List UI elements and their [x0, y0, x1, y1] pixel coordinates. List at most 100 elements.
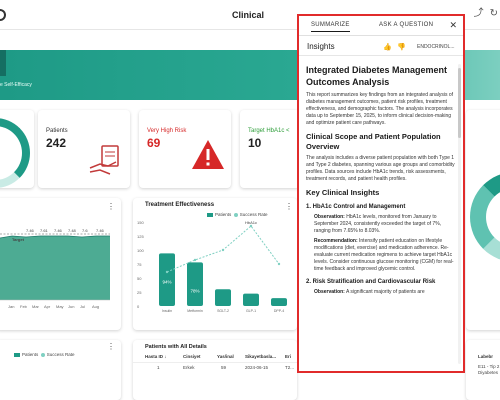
value-label: 7.61 — [40, 228, 48, 233]
legend-label: Patients — [215, 212, 232, 217]
medical-chart-icon — [86, 142, 124, 180]
success-rate-point — [249, 224, 253, 228]
table-title: Patients with All Details — [145, 344, 207, 350]
more-menu-icon[interactable]: ⋮ — [285, 202, 293, 211]
subsection-heading: 2. Risk Stratification and Cardiovascula… — [306, 279, 436, 285]
legend-swatch — [14, 352, 20, 357]
page-title: Clinical — [232, 10, 265, 20]
table-header[interactable]: Labebr — [478, 354, 494, 359]
table-cell: 2024-06-15 — [245, 365, 269, 370]
success-rate-point — [193, 258, 197, 262]
chart-legend: Patients Success Rate — [14, 352, 75, 357]
y-tick: 125 — [137, 234, 144, 239]
patients-table-card: Patients with All Details Hasta ID ↓ Cin… — [133, 340, 297, 400]
thumbs-up-icon[interactable]: 👍 — [383, 44, 392, 51]
panel-scrollbar-thumb[interactable] — [458, 68, 461, 138]
table-row[interactable]: 1 Erkek 59 2024-06-15 T2... — [133, 362, 297, 372]
bullet-list: Observation: A significant majority of p… — [314, 289, 456, 296]
bullet-text: Intensify patient education on lifestyle… — [314, 238, 454, 272]
bullet-label: Recommendation: — [314, 238, 358, 244]
hba1c-area-chart — [0, 233, 110, 301]
table-cell: 59 — [221, 365, 227, 370]
kpi-label: Target HbA1c < — [248, 128, 290, 134]
x-tick: Jul — [80, 304, 86, 309]
point-label: HbA1c — [245, 220, 257, 225]
gauge-chart — [0, 118, 30, 188]
treatment-effectiveness-card: Treatment Effectiveness Patients Success… — [133, 198, 297, 330]
table-header[interactable]: Sikayetbasla... — [245, 354, 277, 359]
value-label: 7.46 — [54, 228, 62, 233]
x-tick: Mar — [32, 304, 39, 309]
insights-title: Insights — [307, 42, 335, 51]
x-tick: Aug — [92, 304, 100, 309]
legend-swatch — [40, 352, 45, 357]
close-icon[interactable]: ✕ — [449, 20, 457, 30]
kpi-card-very-high-risk[interactable]: Very High Risk 69 — [139, 110, 231, 188]
table-header[interactable]: Eri — [285, 354, 292, 359]
insights-panel: SUMMARIZE ASK A QUESTION ✕ Insights 👍 👎 … — [297, 14, 465, 373]
thumbs-down-icon[interactable]: 👎 — [397, 44, 406, 51]
bottom-left-card: Patients Success Rate ⋮ — [0, 340, 121, 400]
more-menu-icon[interactable]: ⋮ — [107, 202, 115, 211]
success-rate-point — [165, 270, 169, 274]
top-actions: ⤴ ↻ — [474, 8, 498, 20]
section-text: The analysis includes a diverse patient … — [306, 155, 455, 182]
document-select[interactable]: ENDOCRINOL... — [417, 44, 455, 50]
legend-label: Patients — [22, 352, 39, 357]
bullet-item: Observation: A significant majority of p… — [314, 289, 456, 296]
legend-swatch — [233, 212, 238, 217]
report-intro: This report summarizes key findings from… — [306, 92, 454, 126]
bullet-label: Observation: — [314, 214, 345, 220]
kpi-card-target-hba1c[interactable]: Target HbA1c < 10 — [240, 110, 300, 188]
bullet-label: Observation: — [314, 289, 345, 295]
insights-content: Integrated Diabetes Management Outcomes … — [306, 64, 456, 369]
more-menu-icon[interactable]: ⋮ — [107, 342, 115, 351]
kpi-label: Very High Risk — [147, 128, 187, 134]
x-tick: Feb — [20, 304, 27, 309]
x-category-label: Insulin — [162, 309, 172, 313]
x-category-label: DPP-4 — [274, 309, 284, 313]
treatment-bar-chart: 94% Insulin 78% Metformin SGLT-2 GLP-1 DPP-4 Hb… — [159, 220, 287, 313]
bar-sglt-2[interactable] — [215, 289, 231, 306]
section-heading: Clinical Scope and Patient Population Ov… — [306, 132, 441, 151]
refresh-icon[interactable]: ↻ — [489, 8, 498, 19]
table-header[interactable]: Cinsiyet — [183, 354, 201, 359]
table-header[interactable]: Yas/inal — [217, 354, 234, 359]
legend-label: Success Rate — [239, 212, 268, 217]
subsection-heading: 1. HbA1c Control and Management — [306, 204, 406, 210]
bar-insulin[interactable] — [159, 253, 175, 306]
banner-subtitle: e Self-Efficacy — [0, 82, 32, 88]
section-heading: Key Clinical Insights — [306, 188, 380, 197]
table-cell: T2... — [285, 365, 295, 370]
kpi-value: 242 — [46, 136, 67, 150]
x-tick: Jan — [8, 304, 15, 309]
kpi-value: 10 — [248, 136, 262, 150]
table-cell: Diyabetes — [478, 370, 499, 375]
y-axis: 150 125 100 75 50 25 0 — [137, 220, 147, 310]
kpi-card-patients[interactable]: Patients 242 — [38, 110, 130, 188]
legend-swatch — [207, 212, 213, 217]
success-rate-point — [221, 248, 225, 252]
chart-title: Treatment Effectiveness — [145, 202, 215, 208]
x-tick: May — [56, 304, 64, 309]
bar-data-label: 94% — [162, 279, 171, 284]
share-icon[interactable]: ⤴ — [473, 8, 484, 19]
report-title: Integrated Diabetes Management Outcomes … — [306, 65, 448, 87]
panel-tabs: SUMMARIZE ASK A QUESTION ✕ — [299, 16, 463, 36]
tab-ask-question[interactable]: ASK A QUESTION — [379, 22, 434, 28]
bar-glp-1[interactable] — [243, 293, 259, 306]
distribution-card — [466, 110, 500, 330]
tab-summarize[interactable]: SUMMARIZE — [311, 22, 350, 32]
y-tick: 150 — [137, 220, 144, 225]
bar-dpp-4[interactable] — [271, 298, 287, 306]
table-header[interactable]: Hasta ID ↓ — [145, 354, 167, 359]
y-tick: 50 — [137, 276, 142, 281]
table-cell: Erkek — [183, 365, 195, 370]
bullet-text: A significant majority of patients are — [344, 289, 425, 295]
bar-metformin[interactable] — [187, 262, 203, 306]
target-label: Target — [12, 237, 24, 242]
panel-scrollbar[interactable] — [458, 64, 461, 364]
x-tick: Apr — [44, 304, 51, 309]
donut-chart — [470, 172, 500, 262]
app-logo[interactable] — [0, 9, 6, 21]
